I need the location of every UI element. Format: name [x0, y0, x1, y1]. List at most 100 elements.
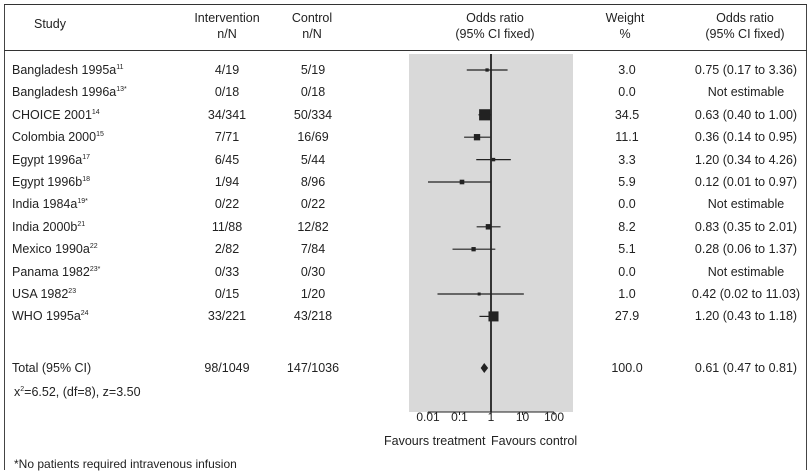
study-name: WHO 1995a24: [12, 308, 89, 324]
weight-value: 3.0: [618, 63, 636, 77]
study-name: Panama 198223*: [12, 264, 100, 280]
study-label: WHO 1995a: [12, 309, 81, 324]
total-or: 0.61 (0.47 to 0.81): [694, 361, 798, 375]
control-count: 16/69: [297, 130, 329, 145]
intervention-count: 1/94: [214, 175, 240, 189]
axis-left-label: Favours treatment: [384, 434, 486, 448]
control-count: 0/22: [300, 197, 326, 212]
header-weight-unit: %: [619, 27, 631, 41]
header-weight: Weight %: [595, 10, 655, 42]
footnote: *No patients required intravenous infusi…: [14, 457, 237, 471]
weight-value: 1.0: [618, 287, 636, 301]
study-name: Mexico 1990a22: [12, 241, 98, 257]
total-intervention: 98/1049: [204, 361, 250, 375]
study-reference: 18: [82, 175, 90, 183]
header-control: Control n/N: [272, 10, 352, 42]
header-weight-title: Weight: [605, 11, 645, 25]
tick-label: 10: [515, 410, 530, 424]
header-or-text-title: Odds ratio: [716, 11, 774, 25]
study-reference: 24: [80, 310, 89, 318]
intervention-count: 0/18: [214, 85, 240, 100]
study-reference: 13*: [116, 86, 127, 94]
study-name: Bangladesh 1995a11: [12, 62, 124, 78]
odds-ratio-text: 0.28 (0.06 to 1.37): [694, 242, 798, 257]
study-label: USA 1982: [12, 287, 69, 301]
study-reference: 15: [96, 131, 104, 139]
weight-value: 27.9: [614, 309, 640, 324]
figure-frame: [4, 4, 807, 470]
odds-ratio-text: 0.12 (0.01 to 0.97): [694, 175, 798, 189]
intervention-count: 0/22: [214, 197, 240, 212]
control-count: 5/19: [300, 63, 326, 77]
axis-right-label: Favours control: [491, 434, 578, 448]
study-reference: 11: [116, 63, 124, 71]
control-count: 1/20: [300, 287, 326, 301]
intervention-count: 4/19: [214, 63, 240, 77]
study-label: India 2000b: [12, 219, 78, 234]
header-intervention-unit: n/N: [217, 27, 237, 41]
header-rule: [4, 50, 807, 51]
study-label: Colombia 2000: [12, 130, 97, 145]
weight-value: 8.2: [618, 219, 636, 234]
tick-label: 1: [487, 410, 495, 424]
control-count: 7/84: [300, 242, 326, 257]
study-label: Egypt 1996b: [12, 175, 83, 189]
study-label: Mexico 1990a: [12, 242, 90, 257]
header-or-text: Odds ratio (95% CI fixed): [685, 10, 805, 42]
control-count: 50/334: [293, 107, 333, 122]
intervention-count: 34/341: [207, 107, 247, 122]
study-label: Bangladesh 1995a: [12, 63, 117, 77]
study-reference: 23: [68, 287, 77, 295]
weight-value: 34.5: [614, 107, 640, 122]
weight-value: 11.1: [615, 130, 639, 145]
top-rule: [4, 4, 807, 5]
weight-value: 5.1: [618, 242, 636, 257]
header-or-plot: Odds ratio (95% CI fixed): [420, 10, 570, 42]
weight-value: 5.9: [618, 175, 636, 189]
study-name: USA 198223: [12, 286, 76, 302]
intervention-count: 6/45: [214, 152, 240, 167]
total-weight: 100.0: [611, 361, 643, 375]
header-or-plot-title: Odds ratio: [466, 11, 524, 25]
study-reference: 19*: [77, 198, 88, 206]
weight-value: 0.0: [618, 85, 636, 100]
header-study: Study: [34, 17, 66, 31]
study-name: Egypt 1996a17: [12, 152, 90, 168]
control-count: 0/18: [300, 85, 326, 100]
study-name: Colombia 200015: [12, 129, 104, 145]
odds-ratio-text: 1.20 (0.43 to 1.18): [694, 309, 798, 324]
odds-ratio-text: 0.42 (0.02 to 11.03): [691, 287, 801, 301]
study-name: India 1984a19*: [12, 196, 88, 212]
study-reference: 21: [77, 220, 86, 228]
study-label: India 1984a: [12, 197, 78, 212]
total-label: Total (95% CI): [12, 361, 92, 375]
tick-label: 100: [543, 410, 565, 424]
study-label: Panama 1982: [12, 264, 90, 279]
header-or-text-subtitle: (95% CI fixed): [705, 27, 785, 41]
total-control: 147/1036: [286, 361, 340, 375]
heterogeneity-superscript: 2: [20, 385, 25, 393]
study-name: India 2000b21: [12, 219, 85, 235]
odds-ratio-text: Not estimable: [707, 85, 785, 100]
odds-ratio-text: 0.75 (0.17 to 3.36): [694, 63, 798, 77]
study-name: Bangladesh 1996a13*: [12, 84, 127, 100]
weight-value: 0.0: [618, 197, 636, 212]
heterogeneity-stat: x2=6.52, (df=8), z=3.50: [14, 384, 141, 400]
tick-label: 0.1: [451, 410, 468, 424]
weight-value: 3.3: [618, 152, 636, 167]
header-intervention: Intervention n/N: [182, 10, 272, 42]
study-reference: 14: [91, 108, 100, 116]
study-reference: 22: [89, 243, 98, 251]
odds-ratio-text: Not estimable: [707, 264, 785, 279]
intervention-count: 7/71: [214, 130, 240, 145]
study-name: CHOICE 200114: [12, 107, 100, 123]
study-reference: 17: [82, 153, 90, 161]
study-label: CHOICE 2001: [12, 107, 92, 122]
intervention-count: 0/15: [214, 287, 240, 301]
weight-value: 0.0: [618, 264, 636, 279]
intervention-count: 11/88: [211, 219, 243, 234]
tick-label: 0.01: [416, 410, 440, 424]
header-intervention-title: Intervention: [194, 11, 260, 25]
control-count: 12/82: [297, 219, 329, 234]
